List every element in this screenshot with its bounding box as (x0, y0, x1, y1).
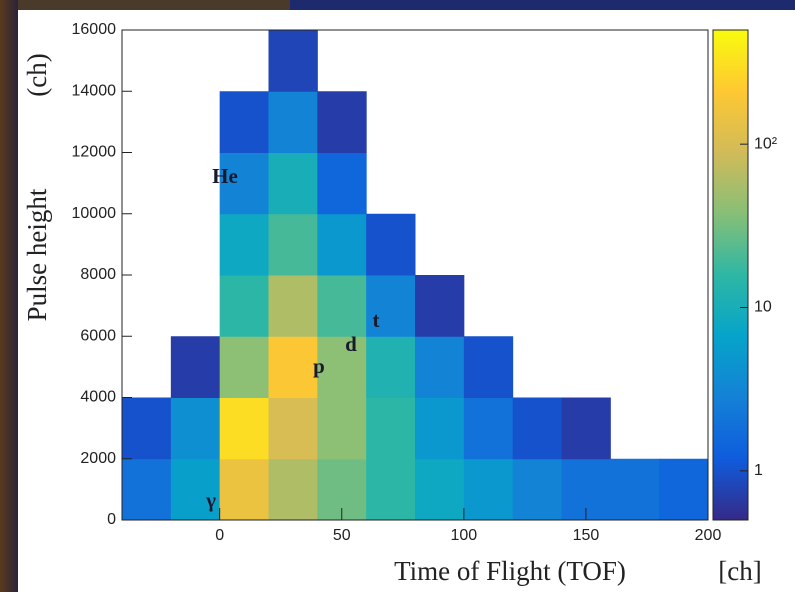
heat-cell (268, 213, 318, 276)
heat-cell (512, 458, 562, 521)
heat-cell (366, 458, 416, 521)
heat-cell (415, 458, 465, 521)
particle-label: t (373, 308, 380, 332)
heat-cell (366, 275, 416, 337)
particle-label: He (212, 164, 238, 188)
colorbar (712, 29, 749, 521)
particle-label: p (313, 354, 325, 378)
heat-cell (610, 458, 660, 521)
x-tick-label: 50 (333, 527, 351, 544)
heat-cell (219, 336, 269, 398)
heat-cell (463, 336, 514, 398)
heat-cell (219, 275, 269, 337)
y-tick-label: 4000 (80, 389, 116, 406)
heat-cell (219, 397, 269, 460)
y-axis-unit: (ch) (22, 53, 52, 96)
heat-cell (317, 91, 367, 153)
y-tick-label: 2000 (80, 450, 116, 467)
colorbar-tick-label: 1 (754, 462, 763, 479)
heat-cell (219, 91, 269, 153)
heat-cell (366, 397, 416, 460)
heat-cell (122, 458, 172, 521)
heat-cell (415, 336, 465, 398)
heat-cell (463, 397, 514, 460)
heat-cell (268, 458, 318, 521)
heat-cell (463, 458, 514, 521)
x-tick-label: 0 (215, 527, 224, 544)
heat-cell (268, 30, 318, 92)
heat-cell (219, 152, 269, 215)
x-axis-unit: [ch] (718, 556, 761, 586)
heat-cell (317, 213, 367, 276)
y-tick-label: 8000 (80, 266, 116, 283)
x-axis-title: Time of Flight (TOF) (394, 556, 626, 586)
heat-cell (561, 397, 611, 460)
heat-cell (268, 152, 318, 215)
colorbar-tick-label: 10² (754, 135, 778, 152)
x-tick-label: 100 (450, 527, 477, 544)
y-tick-label: 16000 (72, 21, 117, 38)
heat-cell (415, 397, 465, 460)
colorbar-tick-label: 10 (754, 299, 772, 316)
heat-cell (659, 458, 709, 521)
heat-cell (268, 275, 318, 337)
y-axis-title: Pulse height (22, 188, 52, 321)
heat-cell (512, 397, 562, 460)
heat-cell (366, 213, 416, 276)
y-tick-label: 0 (107, 511, 116, 528)
heat-cell (268, 91, 318, 153)
y-tick-label: 10000 (72, 205, 117, 222)
y-tick-label: 6000 (80, 327, 116, 344)
heat-cell (170, 397, 221, 460)
heat-cell (317, 152, 367, 215)
heat-cell (170, 458, 221, 521)
heat-cell (268, 336, 318, 398)
heat-cell (415, 275, 465, 337)
particle-label: γ (205, 488, 216, 512)
heat-cell (317, 336, 367, 398)
photo-edge (290, 0, 795, 12)
heat-cell (366, 336, 416, 398)
photo-edge (18, 0, 290, 10)
heat-cell (219, 213, 269, 276)
y-tick-label: 12000 (72, 144, 117, 161)
heat-cell (122, 397, 172, 460)
heat-cell (317, 275, 367, 337)
photo-edge (0, 0, 18, 592)
x-tick-label: 200 (695, 527, 722, 544)
heat-cell (170, 336, 221, 398)
heat-cell (219, 458, 269, 521)
heat-cell (317, 397, 367, 460)
x-tick-label: 150 (573, 527, 600, 544)
particle-label: d (345, 332, 357, 356)
heat-cell (268, 397, 318, 460)
y-tick-label: 14000 (72, 82, 117, 99)
